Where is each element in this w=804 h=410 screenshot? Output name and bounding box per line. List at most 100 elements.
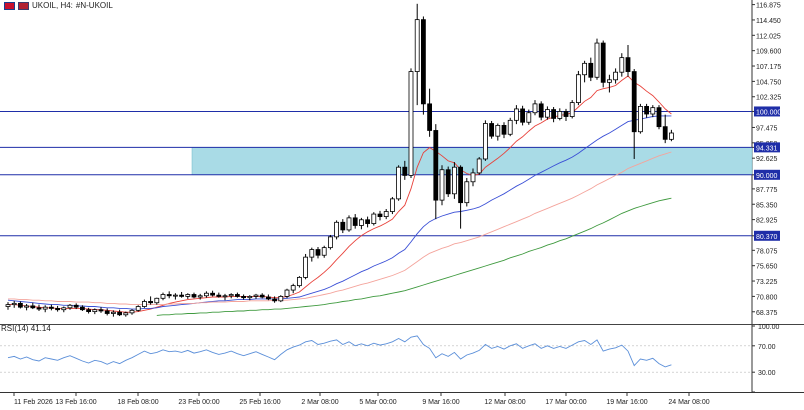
candle-body [389,198,395,212]
candle-body [662,126,668,140]
candle-body [495,125,501,137]
y-tick-label: 80.370 [756,234,778,241]
candle-body [489,123,495,137]
candle-body [247,295,253,299]
candle-body [501,125,507,135]
candle-body [17,302,23,308]
candle-body [179,294,185,297]
uk-flag-icon [4,1,15,10]
candle-body [507,119,513,135]
candle-body [526,112,532,123]
level-price-badge [754,230,780,241]
candle-body [123,312,129,316]
candle-body [98,309,104,312]
candle-body [210,292,216,296]
candle-body [594,42,600,78]
candle-body [669,132,674,140]
candle-body [352,217,358,226]
candle-body [135,306,141,311]
y-tick-label: 114.450 [756,18,781,25]
y-tick-label: 70.800 [756,294,778,301]
candle-body [588,62,594,78]
candle-body [303,256,309,278]
candle-body [420,19,426,105]
x-tick-label: 13 Feb 16:00 [55,399,96,405]
candle-body [49,306,54,309]
y-tick-label: 116.875 [756,3,781,10]
symbol-label: UKOIL, H4: [32,1,73,10]
x-tick-label: 2 Mar 08:00 [301,399,338,405]
candle-body [92,309,98,313]
candle-body [538,103,544,118]
candle-body [650,107,656,115]
candle-body [607,79,612,83]
y-tick-label: 109.600 [756,49,781,56]
candle-body [259,294,265,298]
candle-body [272,298,278,302]
candle-body [346,217,352,231]
ma-long-line [156,197,672,316]
y-tick-label: 94.331 [756,145,778,152]
ma-slow-line [8,151,672,306]
candle-body [520,108,525,123]
candle-body [80,306,85,311]
candle-body [241,295,247,299]
candle-body [514,108,519,121]
candle-body [532,103,538,114]
candle-body [185,294,191,297]
x-tick-label: 23 Feb 00:00 [178,399,219,405]
x-tick-label: 25 Feb 16:00 [239,399,280,405]
candle-body [613,71,618,81]
candle-body [383,211,389,218]
candle-body [619,57,625,73]
y-tick-label: 82.925 [756,218,778,225]
candle-body [321,247,327,256]
candle-body [476,158,482,174]
candle-body [117,311,122,316]
x-tick-label: 24 Mar 08:00 [668,399,709,405]
candle-body [30,305,36,309]
candle-body [290,285,296,291]
candle-body [644,106,649,115]
rsi-y-tick-label: 100.00 [758,324,780,331]
candle-body [296,276,302,287]
rsi-y-tick-label: 70.00 [758,344,776,351]
candle-body [203,292,209,297]
candle-body [371,213,377,224]
candle-body [445,169,451,195]
candle-body [576,74,581,103]
level-price-badge [754,106,780,117]
candle-body [265,296,271,300]
y-tick-label: 85.350 [756,202,778,209]
x-tick-label: 17 Mar 00:00 [545,399,586,405]
candle-body [600,42,606,83]
candle-body [166,294,172,297]
rsi-y-tick-label: 30.00 [758,370,776,377]
y-tick-label: 73.225 [756,279,778,286]
candle-body [656,107,662,128]
candle-body [129,309,135,314]
candle-body [111,311,116,314]
x-tick-label: 19 Mar 16:00 [606,399,647,405]
candle-body [86,309,91,313]
candle-body [104,310,110,314]
candle-body [582,62,587,76]
us-flag-icon [18,1,29,10]
candle-body [340,221,346,231]
candle-body [160,294,166,299]
candle-body [557,111,563,119]
candle-body [141,301,147,307]
candle-body [216,294,222,297]
rsi-label: RSI(14) 41.14 [1,324,51,333]
candle-body [451,166,457,195]
candle-body [365,219,371,224]
candle-body [638,106,643,133]
candle-body [458,166,464,204]
candle-body [402,166,408,176]
candle-body [464,181,470,204]
candle-body [172,294,178,297]
candle-body [42,306,48,310]
